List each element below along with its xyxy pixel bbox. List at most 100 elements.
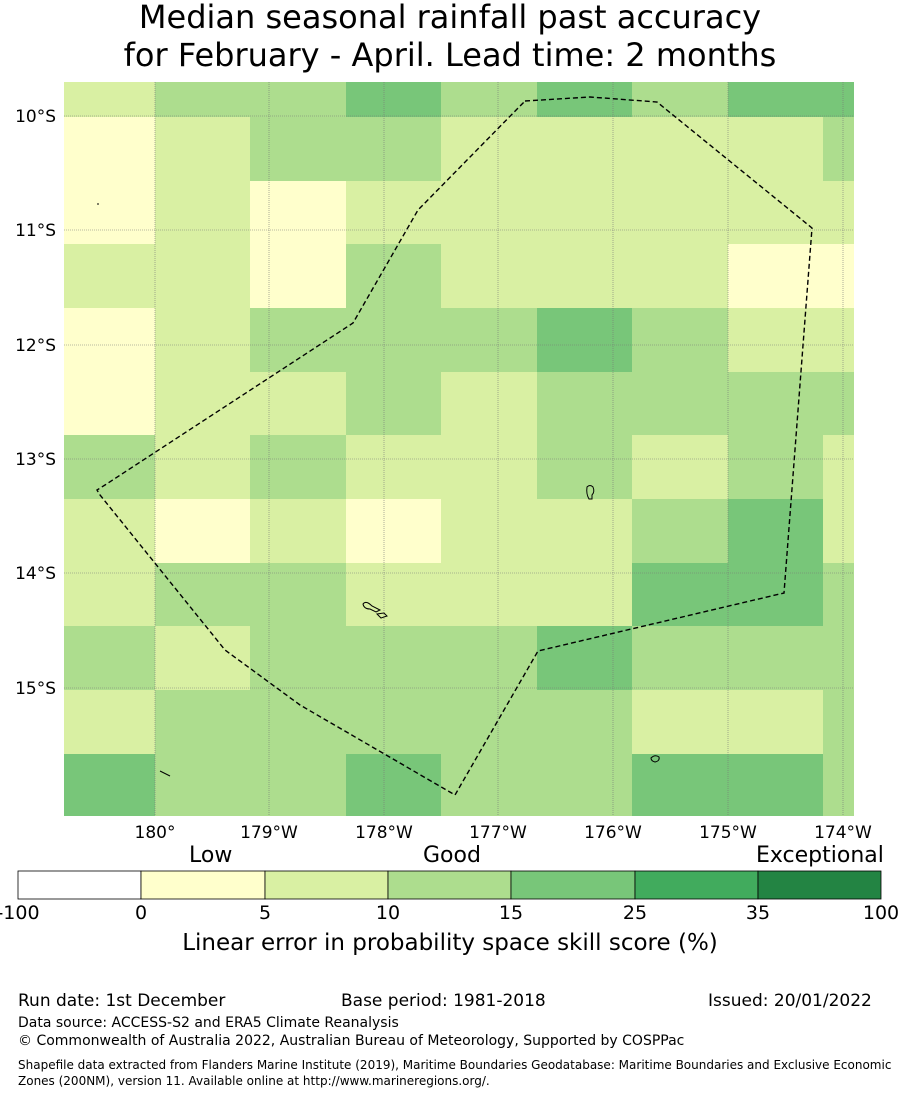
longitude-labels: 180° 179°W 178°W 177°W 176°W 175°W 174°W: [135, 823, 873, 843]
skill-map: 10°S11°S12°S13°S14°S15°S 180° 179°W 178°W 1…: [15, 82, 882, 900]
skill-cell: [823, 181, 854, 244]
skill-cell: [250, 754, 346, 816]
skill-cell: [250, 308, 346, 372]
skill-cell: [823, 244, 854, 308]
skill-cell: [537, 499, 632, 563]
colorbar-title: Linear error in probability space skill …: [182, 930, 718, 956]
skill-cell: [823, 754, 854, 816]
skill-cell: [728, 499, 823, 563]
skill-cell: [537, 690, 632, 754]
skill-cell: [346, 308, 441, 372]
colorbar-segment: [634, 870, 759, 900]
skill-cell: [632, 435, 728, 499]
colorbar-tick: 35: [745, 902, 771, 924]
skill-cell: [155, 754, 250, 816]
colorbar-label-good: Good: [423, 843, 481, 868]
skill-cell: [250, 499, 346, 563]
skill-cell: [346, 435, 441, 499]
latitude-label: 10°S: [15, 107, 56, 127]
skill-cell: [64, 690, 155, 754]
colorbar-label-exceptional: Exceptional: [756, 843, 884, 868]
skill-cell: [823, 563, 854, 626]
colorbar: [17, 870, 882, 900]
island-alofi: [375, 612, 388, 619]
skill-cell: [537, 754, 632, 816]
skill-cell: [441, 690, 537, 754]
skill-cell: [441, 435, 537, 499]
colorbar-tick: 25: [622, 902, 648, 924]
colorbar-tick: 10: [375, 902, 401, 924]
skill-cell: [632, 690, 728, 754]
colorbar-segment: [387, 870, 512, 900]
skill-cell: [728, 82, 823, 117]
skill-cell: [155, 82, 250, 117]
skill-cell: [250, 244, 346, 308]
skill-cell: [346, 754, 441, 816]
island-outlines: [97, 203, 660, 777]
skill-cell: [632, 117, 728, 181]
graticule: [64, 82, 854, 816]
reef-southwest: [159, 770, 171, 777]
skill-cell: [155, 372, 250, 435]
skill-cell: [250, 626, 346, 690]
colorbar-tick: 0: [134, 902, 148, 924]
skill-cell: [632, 626, 728, 690]
skill-cell: [346, 82, 441, 117]
longitude-label: 176°W: [584, 823, 642, 843]
skill-cell: [441, 626, 537, 690]
skill-cell: [823, 117, 854, 181]
skill-cell: [728, 117, 823, 181]
skill-cell: [537, 181, 632, 244]
latitude-label: 14°S: [15, 564, 56, 584]
skill-cell: [155, 563, 250, 626]
skill-cell: [632, 372, 728, 435]
skill-cell: [250, 181, 346, 244]
colorbar-segment: [510, 870, 636, 900]
skill-cell: [537, 117, 632, 181]
data-source: Data source: ACCESS-S2 and ERA5 Climate …: [18, 1015, 399, 1031]
skill-cell: [537, 435, 632, 499]
skill-cell: [632, 244, 728, 308]
run-date: Run date: 1st December: [18, 991, 226, 1011]
shapefile-note: Shapefile data extracted from Flanders M…: [18, 1058, 892, 1088]
skill-cell: [537, 244, 632, 308]
colorbar-segment: [264, 870, 389, 900]
skill-cell: [346, 117, 441, 181]
skill-cell: [64, 754, 155, 816]
island-small-east: [650, 755, 660, 763]
skill-cell: [155, 308, 250, 372]
skill-cell: [823, 372, 854, 435]
skill-cell: [250, 372, 346, 435]
skill-cell: [64, 82, 155, 117]
latitude-label: 12°S: [15, 336, 56, 356]
skill-cell: [728, 754, 823, 816]
latitude-label: 13°S: [15, 450, 56, 470]
colorbar-segment: [757, 870, 882, 900]
longitude-label: 180°: [135, 823, 176, 843]
skill-cell: [64, 499, 155, 563]
colorbar-tick: 100: [862, 902, 900, 924]
skill-cell: [155, 435, 250, 499]
skill-cell: [823, 626, 854, 690]
skill-cell: [346, 499, 441, 563]
longitude-label: 174°W: [814, 823, 872, 843]
skill-cell: [64, 181, 155, 244]
skill-cell: [728, 372, 823, 435]
skill-cell: [537, 563, 632, 626]
skill-cell: [728, 690, 823, 754]
skill-cell: [823, 308, 854, 372]
longitude-label: 175°W: [699, 823, 757, 843]
skill-cell: [346, 244, 441, 308]
skill-cell: [441, 117, 537, 181]
skill-cell: [632, 82, 728, 117]
skill-cell: [441, 181, 537, 244]
skill-cell: [155, 117, 250, 181]
skill-cell: [441, 372, 537, 435]
skill-cell: [823, 499, 854, 563]
skill-cell: [155, 690, 250, 754]
skill-cell: [441, 82, 537, 117]
skill-cell: [250, 435, 346, 499]
map-title-line-2: for February - April. Lead time: 2 month…: [123, 36, 777, 74]
map-title-line-1: Median seasonal rainfall past accuracy: [138, 0, 762, 36]
skill-cell: [441, 563, 537, 626]
